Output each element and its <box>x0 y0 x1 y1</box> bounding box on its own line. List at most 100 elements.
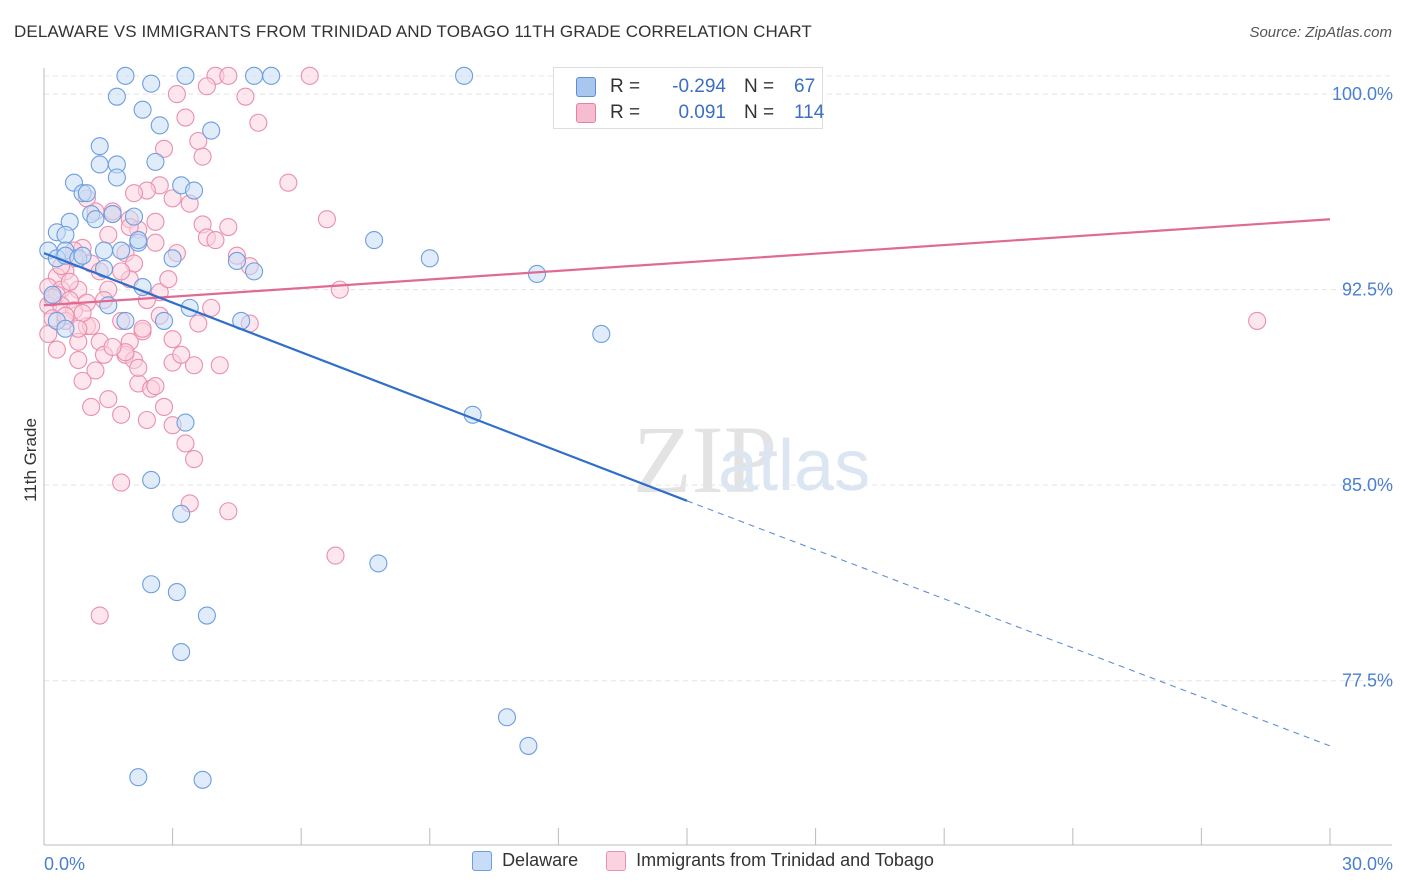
stats-row-trinidad: R = 0.091 N = 114 <box>576 101 824 125</box>
point-trinidad <box>99 225 118 244</box>
point-trinidad <box>184 356 204 375</box>
point-delaware <box>73 246 92 265</box>
point-delaware <box>365 231 384 250</box>
point-delaware <box>56 225 75 244</box>
point-trinidad <box>133 319 152 338</box>
point-delaware <box>103 204 122 224</box>
n-value: 67 <box>794 76 816 97</box>
tick-labels: 77.5% 85.0% 92.5% 100.0% 0.0% 30.0% <box>44 84 1393 874</box>
point-trinidad <box>60 272 79 291</box>
point-trinidad <box>326 546 345 565</box>
point-delaware <box>193 770 212 789</box>
grid-lines <box>44 75 1392 682</box>
point-trinidad <box>73 304 92 323</box>
point-delaware <box>146 152 165 171</box>
point-trinidad <box>69 350 88 370</box>
point-trinidad <box>47 340 66 359</box>
point-trinidad <box>39 324 58 344</box>
point-trinidad <box>249 113 268 132</box>
n-value: 114 <box>794 102 825 123</box>
point-delaware <box>107 168 126 187</box>
point-delaware <box>142 74 161 93</box>
point-delaware <box>184 181 204 200</box>
point-delaware <box>227 251 246 270</box>
point-trinidad <box>112 473 131 492</box>
point-delaware <box>133 100 152 119</box>
point-delaware <box>369 554 388 573</box>
point-trinidad <box>193 147 212 166</box>
point-delaware <box>90 137 109 156</box>
delaware-swatch <box>576 77 596 97</box>
legend-swatch-trinidad <box>606 850 627 871</box>
data-points <box>39 66 1267 789</box>
point-trinidad <box>202 298 221 317</box>
r-label: R = <box>610 76 641 97</box>
y-tick-label: 92.5% <box>1342 280 1393 300</box>
point-trinidad <box>146 212 165 231</box>
point-trinidad <box>330 280 349 299</box>
y-tick-label: 77.5% <box>1342 671 1393 691</box>
r-label: R = <box>610 102 641 123</box>
point-delaware <box>116 311 135 330</box>
point-delaware <box>116 66 135 85</box>
point-trinidad <box>176 434 195 453</box>
point-delaware <box>129 231 148 250</box>
point-trinidad <box>146 233 165 252</box>
r-value: -0.294 <box>672 76 726 97</box>
legend-label-trinidad: Immigrants from Trinidad and Tobago <box>636 850 934 870</box>
trend-lines <box>43 218 1331 747</box>
point-trinidad <box>279 173 298 192</box>
point-trinidad <box>154 397 174 417</box>
trend-line-delaware-extension <box>686 500 1331 747</box>
point-delaware <box>94 241 114 260</box>
point-delaware <box>455 66 474 85</box>
y-tick-label: 100.0% <box>1332 84 1393 104</box>
point-trinidad <box>99 390 118 409</box>
point-delaware <box>86 210 105 229</box>
legend-item-trinidad[interactable]: Immigrants from Trinidad and Tobago <box>606 850 934 871</box>
point-delaware <box>262 66 281 85</box>
point-trinidad <box>103 337 122 357</box>
x-tick-label: 30.0% <box>1342 854 1393 874</box>
point-trinidad <box>124 184 144 203</box>
point-trinidad <box>184 450 204 469</box>
point-delaware <box>172 643 191 662</box>
point-trinidad <box>219 66 238 85</box>
legend-swatch-delaware <box>472 850 493 871</box>
point-delaware <box>150 116 169 135</box>
point-delaware <box>592 324 611 344</box>
point-trinidad <box>300 66 319 85</box>
point-delaware <box>167 583 186 602</box>
point-trinidad <box>219 218 238 237</box>
point-delaware <box>244 262 264 281</box>
watermark-atlas: atlas <box>718 426 870 506</box>
point-trinidad <box>317 210 336 229</box>
point-delaware <box>176 413 195 432</box>
point-delaware <box>90 155 109 174</box>
legend-item-delaware[interactable]: Delaware <box>472 850 578 871</box>
point-delaware <box>99 296 118 315</box>
point-trinidad <box>112 262 131 281</box>
point-delaware <box>176 66 195 85</box>
point-trinidad <box>172 345 191 364</box>
point-trinidad <box>219 502 238 521</box>
trend-line-delaware <box>43 252 688 502</box>
x-tick-label: 0.0% <box>44 854 85 874</box>
point-trinidad <box>82 397 101 417</box>
point-delaware <box>244 66 264 85</box>
point-trinidad <box>163 189 182 208</box>
point-trinidad <box>1248 311 1267 330</box>
point-delaware <box>420 249 439 268</box>
point-delaware <box>154 311 174 330</box>
point-trinidad <box>167 85 186 104</box>
legend-label-delaware: Delaware <box>502 850 579 870</box>
stats-box: R = -0.294 N = 67 R = 0.091 N = 114 <box>553 67 824 129</box>
axes <box>43 68 1392 846</box>
stats-row-delaware: R = -0.294 N = 67 <box>576 75 815 99</box>
point-delaware <box>519 736 538 755</box>
source-label: Source: ZipAtlas.com <box>1249 24 1392 41</box>
y-axis-label: 11th Grade <box>21 418 40 502</box>
point-trinidad <box>90 606 109 625</box>
point-delaware <box>142 470 161 490</box>
legend: Delaware Immigrants from Trinidad and To… <box>0 850 1406 871</box>
